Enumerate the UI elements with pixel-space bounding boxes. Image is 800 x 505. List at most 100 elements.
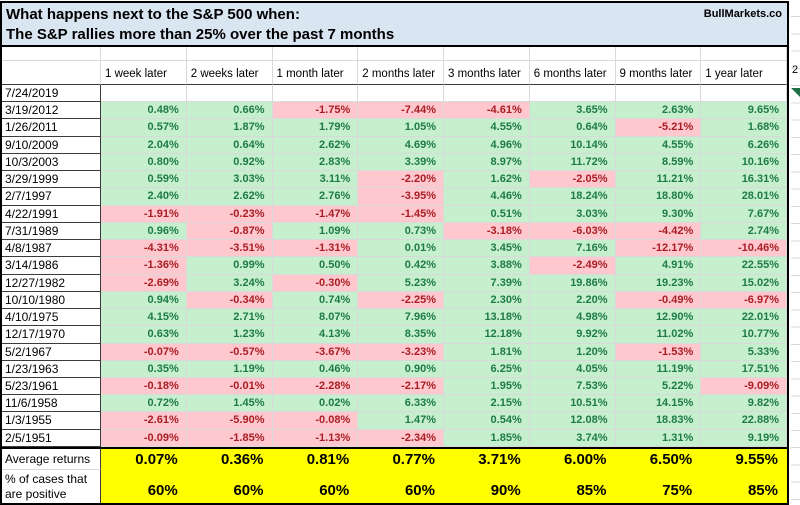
value-cell[interactable] (186, 85, 273, 103)
value-cell[interactable]: 7.53% (529, 377, 616, 396)
value-cell[interactable]: 0.50% (272, 257, 359, 275)
summary-value-cell[interactable]: 6.00% (529, 446, 616, 470)
value-cell[interactable]: 3.74% (529, 429, 616, 447)
value-cell[interactable]: 2.62% (272, 136, 359, 154)
value-cell[interactable]: 10.51% (529, 395, 616, 413)
summary-label[interactable]: Average returns (2, 446, 101, 470)
date-cell[interactable]: 12/27/1982 (2, 274, 101, 292)
value-cell[interactable]: 0.74% (272, 291, 359, 310)
value-cell[interactable]: -2.49% (529, 257, 616, 275)
value-cell[interactable]: -10.46% (701, 240, 787, 258)
summary-value-cell[interactable]: 0.77% (358, 446, 444, 470)
value-cell[interactable]: 0.01% (358, 240, 444, 258)
value-cell[interactable]: 4.05% (529, 360, 616, 378)
value-cell[interactable]: -1.36% (101, 257, 187, 275)
date-cell[interactable]: 7/31/1989 (2, 222, 101, 241)
value-cell[interactable]: 0.92% (186, 153, 273, 172)
value-cell[interactable]: -0.09% (101, 429, 187, 447)
value-cell[interactable]: 1.05% (358, 119, 444, 137)
value-cell[interactable]: 22.01% (701, 309, 787, 327)
value-cell[interactable]: 3.45% (444, 240, 530, 258)
value-cell[interactable]: 0.64% (529, 119, 616, 137)
value-cell[interactable]: -1.47% (272, 205, 359, 223)
value-cell[interactable]: 12.90% (615, 309, 702, 327)
summary-value-cell[interactable]: 60% (101, 469, 187, 503)
value-cell[interactable]: 28.01% (701, 188, 787, 206)
value-cell[interactable]: 1.79% (272, 119, 359, 137)
value-cell[interactable]: 6.25% (444, 360, 530, 378)
value-cell[interactable]: -0.87% (186, 222, 273, 241)
value-cell[interactable]: -0.08% (272, 412, 359, 430)
value-cell[interactable]: 7.16% (529, 240, 616, 258)
value-cell[interactable]: 1.95% (444, 377, 530, 396)
value-cell[interactable]: -0.30% (272, 274, 359, 292)
value-cell[interactable]: 2.20% (529, 291, 616, 310)
date-cell[interactable]: 7/24/2019 (2, 85, 101, 103)
value-cell[interactable]: 3.88% (444, 257, 530, 275)
value-cell[interactable]: 7.96% (358, 309, 444, 327)
value-cell[interactable]: 2.04% (101, 136, 187, 154)
value-cell[interactable]: -0.01% (186, 377, 273, 396)
column-header[interactable]: 1 week later (101, 61, 187, 85)
value-cell[interactable]: 14.15% (615, 395, 702, 413)
date-cell[interactable]: 3/29/1999 (2, 171, 101, 189)
value-cell[interactable]: 0.66% (186, 102, 273, 120)
value-cell[interactable]: -6.97% (701, 291, 787, 310)
value-cell[interactable]: 2.62% (186, 188, 273, 206)
date-cell[interactable]: 12/17/1970 (2, 326, 101, 344)
value-cell[interactable]: -6.03% (529, 222, 616, 241)
value-cell[interactable] (272, 85, 359, 103)
date-cell[interactable]: 1/3/1955 (2, 412, 101, 430)
summary-value-cell[interactable]: 85% (701, 469, 787, 503)
value-cell[interactable]: 8.35% (358, 326, 444, 344)
date-cell[interactable]: 10/3/2003 (2, 153, 101, 172)
value-cell[interactable]: 0.48% (101, 102, 187, 120)
value-cell[interactable]: 1.68% (701, 119, 787, 137)
value-cell[interactable]: 8.59% (615, 153, 702, 172)
value-cell[interactable]: 4.98% (529, 309, 616, 327)
value-cell[interactable]: 4.46% (444, 188, 530, 206)
date-cell[interactable]: 11/6/1958 (2, 395, 101, 413)
summary-value-cell[interactable]: 60% (186, 469, 273, 503)
value-cell[interactable]: 0.64% (186, 136, 273, 154)
value-cell[interactable]: 1.85% (444, 429, 530, 447)
value-cell[interactable]: 0.42% (358, 257, 444, 275)
value-cell[interactable]: 1.81% (444, 343, 530, 361)
value-cell[interactable]: -4.31% (101, 240, 187, 258)
value-cell[interactable]: 0.80% (101, 153, 187, 172)
value-cell[interactable]: -1.75% (272, 102, 359, 120)
value-cell[interactable]: 15.02% (701, 274, 787, 292)
value-cell[interactable]: 0.73% (358, 222, 444, 241)
summary-value-cell[interactable]: 0.36% (186, 446, 273, 470)
value-cell[interactable]: -2.28% (272, 377, 359, 396)
value-cell[interactable]: 1.47% (358, 412, 444, 430)
value-cell[interactable]: -1.85% (186, 429, 273, 447)
value-cell[interactable]: 10.77% (701, 326, 787, 344)
value-cell[interactable]: 1.62% (444, 171, 530, 189)
value-cell[interactable]: 2.15% (444, 395, 530, 413)
value-cell[interactable]: 9.82% (701, 395, 787, 413)
value-cell[interactable]: 1.19% (186, 360, 273, 378)
value-cell[interactable]: -0.57% (186, 343, 273, 361)
summary-value-cell[interactable]: 90% (444, 469, 530, 503)
summary-value-cell[interactable]: 75% (615, 469, 702, 503)
value-cell[interactable]: 2.76% (272, 188, 359, 206)
date-cell[interactable]: 10/10/1980 (2, 291, 101, 310)
value-cell[interactable]: -1.91% (101, 205, 187, 223)
value-cell[interactable]: 10.16% (701, 153, 787, 172)
value-cell[interactable]: 4.15% (101, 309, 187, 327)
column-header[interactable]: 1 month later (272, 61, 359, 85)
value-cell[interactable]: 11.21% (615, 171, 702, 189)
date-cell[interactable]: 5/23/1961 (2, 377, 101, 396)
value-cell[interactable]: 9.65% (701, 102, 787, 120)
value-cell[interactable]: 18.80% (615, 188, 702, 206)
value-cell[interactable]: 12.08% (529, 412, 616, 430)
value-cell[interactable]: 1.31% (615, 429, 702, 447)
value-cell[interactable]: 0.35% (101, 360, 187, 378)
value-cell[interactable]: 11.72% (529, 153, 616, 172)
value-cell[interactable] (701, 85, 787, 103)
value-cell[interactable]: 3.39% (358, 153, 444, 172)
value-cell[interactable]: 2.83% (272, 153, 359, 172)
value-cell[interactable]: 3.24% (186, 274, 273, 292)
value-cell[interactable]: 7.67% (701, 205, 787, 223)
